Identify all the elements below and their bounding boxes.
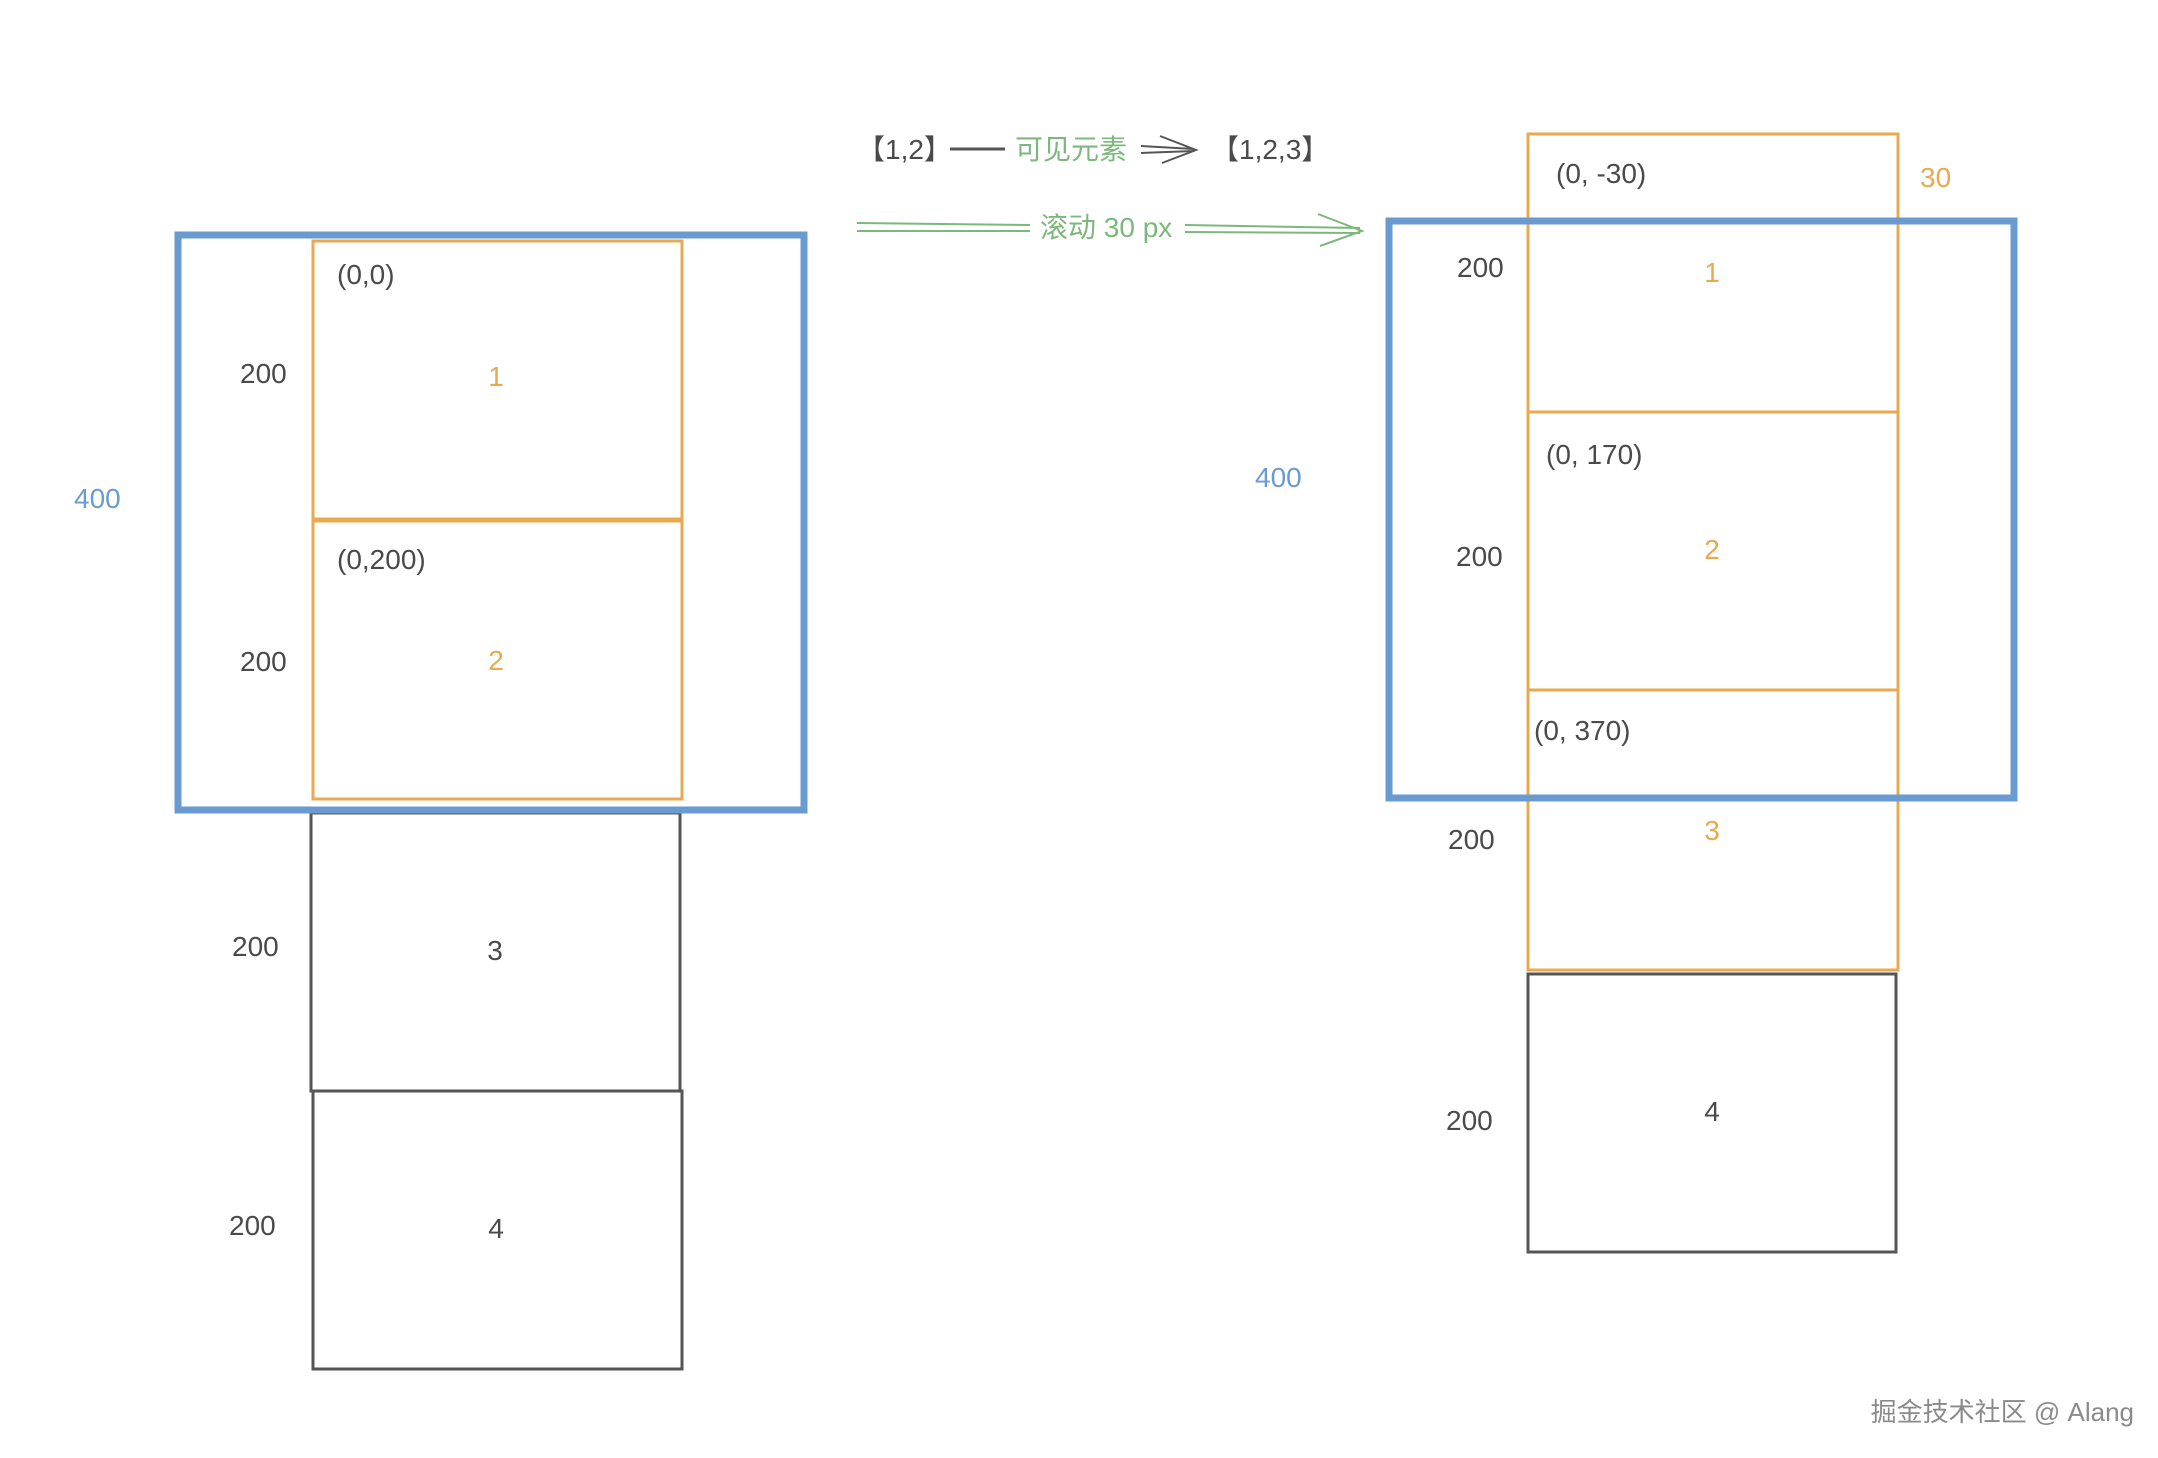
left-item-1-coord: (0,0) (337, 259, 395, 290)
right-item-1-coord: (0, -30) (1556, 158, 1646, 189)
left-diagram: 400 200 200 200 200 (0,0) (0,200) 1 2 3 … (74, 231, 808, 1371)
scroll-offset: 30 (1920, 162, 1951, 193)
watermark: 掘金技术社区 @ Alang (1871, 1397, 2134, 1427)
right-item-1-height: 200 (1457, 252, 1504, 283)
left-item-3-height: 200 (232, 931, 279, 962)
left-viewport-box (174, 231, 808, 814)
arrow-right-icon (1140, 135, 1199, 164)
left-item-2-coord: (0,200) (337, 544, 426, 575)
right-item-2-coord: (0, 170) (1546, 439, 1643, 470)
right-item-4-label: 4 (1704, 1096, 1720, 1127)
right-diagram: 400 30 200 200 200 200 (0, -30) (0, 170)… (1255, 132, 2018, 1254)
right-item-2-label: 2 (1704, 534, 1720, 565)
visible-before: 【1,2】 (857, 134, 952, 165)
visible-elements-label: 可见元素 (1015, 134, 1127, 165)
left-viewport-height: 400 (74, 483, 121, 514)
left-item-1-label: 1 (488, 361, 504, 392)
left-item-4-height: 200 (229, 1210, 276, 1241)
transition-annotation: 【1,2】 可见元素 【1,2,3】 滚动 30 px (856, 134, 1365, 247)
right-item-1-label: 1 (1704, 257, 1720, 288)
right-item-3-coord: (0, 370) (1534, 715, 1631, 746)
right-item-3-box (1526, 688, 1900, 972)
left-item-2-label: 2 (488, 645, 504, 676)
right-item-3-label: 3 (1704, 815, 1720, 846)
right-item-2-height: 200 (1456, 541, 1503, 572)
visible-after: 【1,2,3】 (1211, 134, 1329, 165)
scroll-label: 滚动 30 px (1040, 212, 1172, 243)
right-item-4-box (1526, 972, 1898, 1254)
left-item-4-label: 4 (488, 1213, 504, 1244)
left-item-1-height: 200 (240, 358, 287, 389)
right-viewport-height: 400 (1255, 462, 1302, 493)
right-item-3-height: 200 (1448, 824, 1495, 855)
double-arrow-right-icon (1184, 213, 1365, 247)
right-viewport-box (1385, 217, 2018, 802)
left-item-3-label: 3 (487, 935, 503, 966)
scroll-arrow-tail (856, 222, 1031, 232)
left-item-4-box (311, 1089, 684, 1371)
left-item-2-box (311, 519, 684, 801)
right-item-4-height: 200 (1446, 1105, 1493, 1136)
left-item-2-height: 200 (240, 646, 287, 677)
left-item-1-box (311, 239, 684, 521)
